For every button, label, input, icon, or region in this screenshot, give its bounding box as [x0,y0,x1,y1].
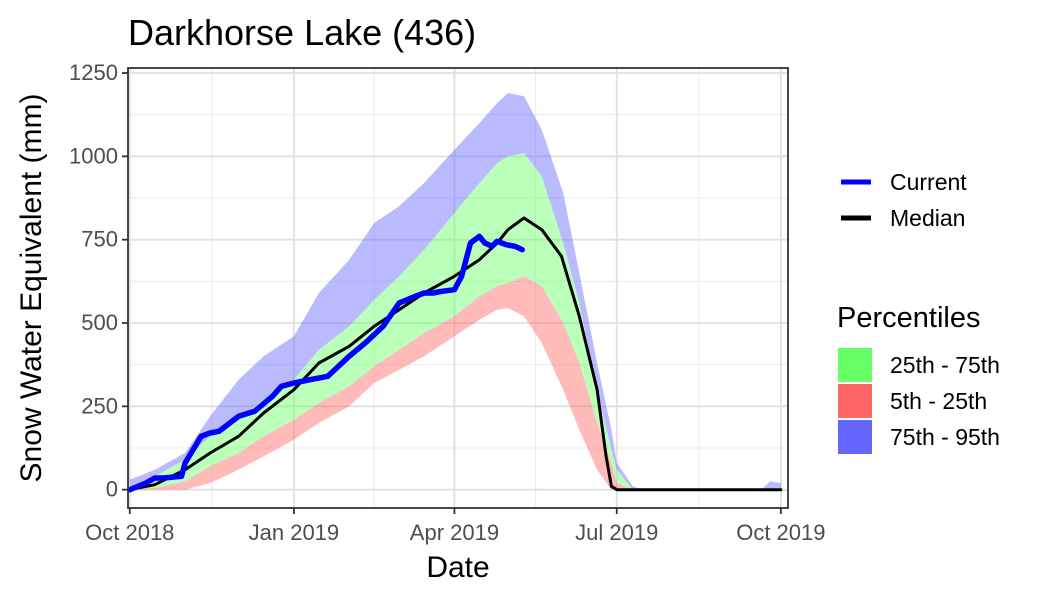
plot-area [127,67,789,509]
y-tick-label: 500 [81,310,118,335]
plot-border [127,67,789,509]
legend-percentiles: Percentiles 25th - 75th 5th - 25th 75th … [837,302,1000,454]
x-tick-label: Jul 2019 [575,520,658,545]
x-axis-label: Date [426,551,489,584]
x-tick-label: Apr 2019 [410,520,499,545]
legend-title-percentiles: Percentiles [837,302,980,334]
band-25-75 [129,153,781,490]
y-tick-label: 1000 [69,143,118,168]
legend-label-75-95: 75th - 95th [890,424,1000,450]
y-tick-label: 750 [81,227,118,252]
line-current [127,233,525,493]
x-tick-label: Jan 2019 [249,520,340,545]
legend-label-5-25: 5th - 25th [890,388,987,414]
line-median [128,216,783,492]
legend-key-25-75 [838,348,872,382]
legend-key-75-95 [838,420,872,454]
legend-label-median: Median [890,205,965,231]
legend-label-current: Current [890,169,967,195]
x-axis: Oct 2018 Jan 2019 Apr 2019 Jul 2019 Oct 2019 [85,508,826,545]
band-5-25 [129,276,781,490]
y-tick-label: 0 [106,477,118,502]
y-tick-label: 250 [81,393,118,418]
legend-lines: Current Median [841,169,967,231]
y-axis-label: Snow Water Equivalent (mm) [15,93,48,482]
x-tick-label: Oct 2019 [736,520,825,545]
x-tick-label: Oct 2018 [85,520,174,545]
legend: Current Median Percentiles 25th - 75th 5… [837,169,1000,454]
series-lines [127,216,783,493]
legend-key-5-25 [838,384,872,418]
legend-label-25-75: 25th - 75th [890,352,1000,378]
chart-title: Darkhorse Lake (436) [128,12,476,53]
y-tick-label: 1250 [69,60,118,85]
y-axis: 0 250 500 750 1000 1250 [69,60,128,502]
